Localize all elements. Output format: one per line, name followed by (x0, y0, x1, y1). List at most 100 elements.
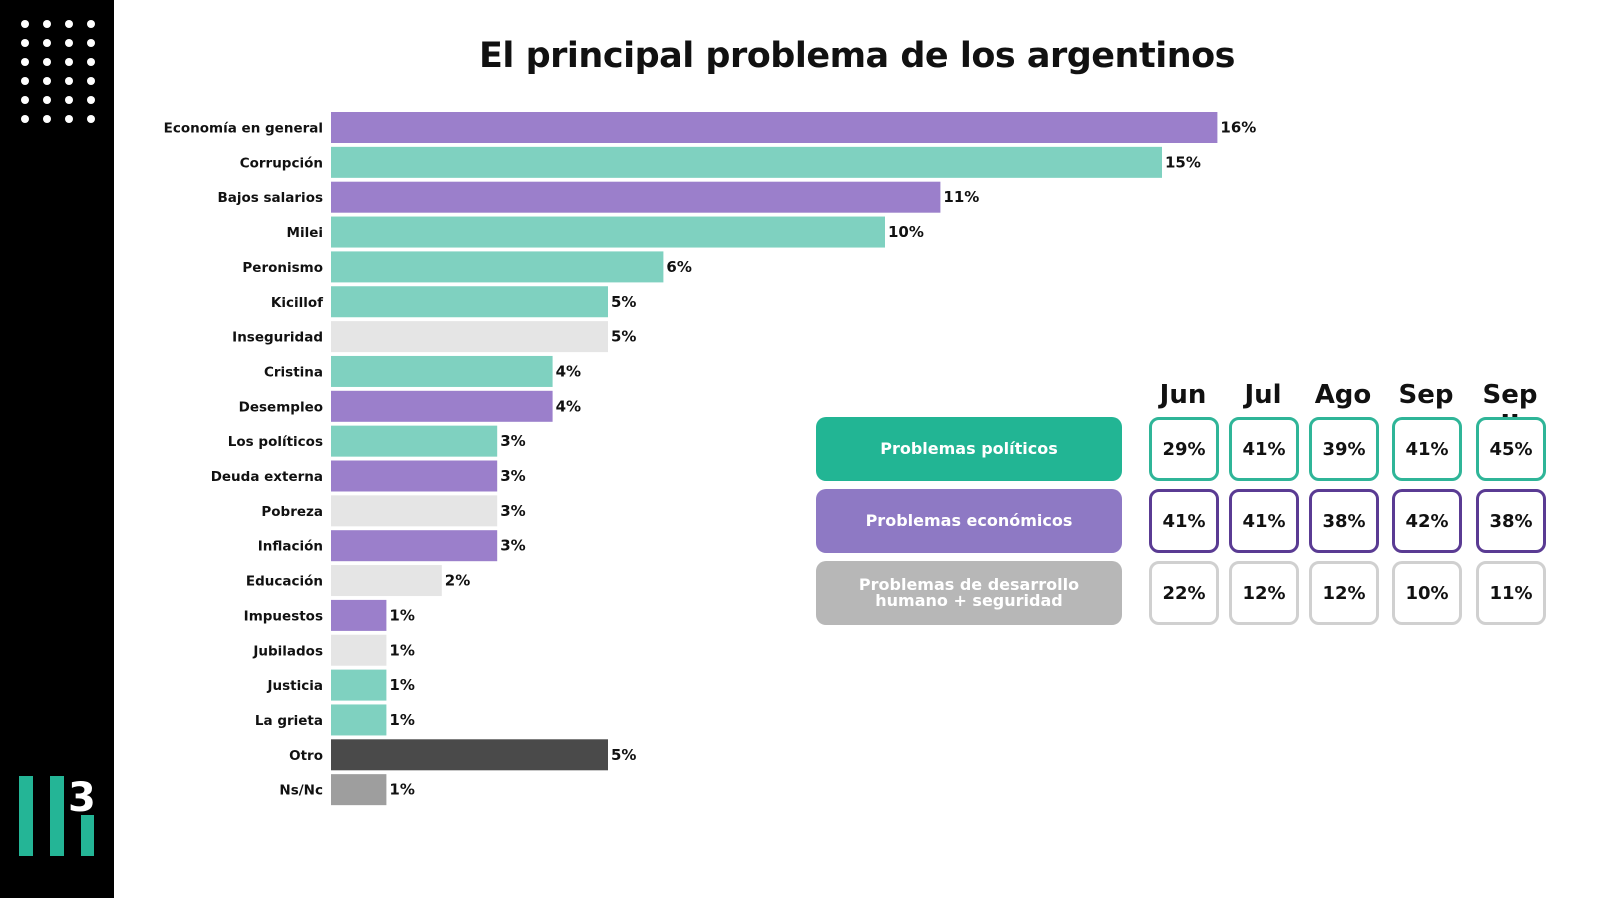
dot (21, 96, 29, 104)
data-label: 3% (500, 502, 525, 520)
table-cell: 41% (1229, 417, 1299, 481)
table-cell: 11% (1476, 561, 1546, 625)
category-label: Jubilados (252, 643, 323, 659)
data-label: 3% (500, 537, 525, 555)
category-label: Deuda externa (211, 469, 323, 485)
month-header: Ago (1314, 380, 1372, 410)
category-label: La grieta (255, 713, 323, 729)
bar (331, 112, 1218, 143)
table-cell: 39% (1309, 417, 1379, 481)
bar (331, 739, 608, 771)
dot (65, 20, 73, 28)
month-header: Jun (1159, 380, 1207, 410)
category-label: Economía en general (164, 121, 323, 137)
bar (331, 286, 608, 318)
row-label: Problemas económicos (816, 489, 1122, 553)
dot (21, 58, 29, 66)
data-label: 5% (611, 328, 636, 346)
dot (43, 39, 51, 47)
category-label: Bajos salarios (217, 190, 323, 206)
data-label: 16% (1220, 119, 1256, 137)
data-label: 3% (500, 467, 525, 485)
dot (65, 115, 73, 123)
bar (331, 599, 387, 631)
chart-title: El principal problema de los argentinos (479, 36, 1236, 76)
table-cell: 22% (1149, 561, 1219, 625)
data-label: 1% (389, 676, 414, 694)
table-cell: 29% (1149, 417, 1219, 481)
bar (331, 565, 442, 597)
dot (21, 39, 29, 47)
bar (331, 251, 664, 283)
dot (43, 77, 51, 85)
bar (331, 146, 1162, 178)
category-label: Inflación (258, 539, 323, 555)
dot (65, 77, 73, 85)
row-label: Problemas políticos (816, 417, 1122, 481)
category-label: Milei (287, 225, 323, 241)
dot (21, 77, 29, 85)
category-label: Pobreza (261, 504, 323, 520)
category-label: Cristina (264, 364, 323, 380)
category-label: Inseguridad (232, 330, 323, 346)
dot (21, 115, 29, 123)
table-cell: 38% (1309, 489, 1379, 553)
category-label: Corrupción (240, 155, 323, 171)
dot (87, 115, 95, 123)
bar (331, 530, 498, 562)
row-label: Problemas de desarrollo humano + segurid… (816, 561, 1122, 625)
dot (65, 58, 73, 66)
bar (331, 321, 608, 353)
category-label: Ns/Nc (279, 783, 323, 799)
bar (331, 425, 498, 457)
data-label: 10% (888, 223, 924, 241)
category-label: Kicillof (271, 295, 323, 311)
logo-text: 3 (68, 775, 96, 821)
data-label: 1% (389, 781, 414, 799)
dot (43, 58, 51, 66)
table-cell: 12% (1309, 561, 1379, 625)
dot (65, 96, 73, 104)
logo-bar (50, 776, 64, 856)
bar (331, 495, 498, 527)
category-label: Desempleo (239, 399, 323, 415)
bar (331, 669, 387, 701)
logo-bar (81, 815, 94, 856)
month-header: Sep (1398, 380, 1454, 410)
dot (87, 77, 95, 85)
dot (87, 96, 95, 104)
data-label: 3% (500, 432, 525, 450)
dot (87, 20, 95, 28)
dot (43, 115, 51, 123)
dot (65, 39, 73, 47)
dot (87, 39, 95, 47)
dot (87, 58, 95, 66)
table-cell: 41% (1229, 489, 1299, 553)
month-header: Jul (1244, 380, 1282, 410)
table-cell: 41% (1392, 417, 1462, 481)
bar (331, 634, 387, 666)
category-label: Los políticos (228, 434, 323, 450)
bar (331, 390, 553, 422)
table-cell: 45% (1476, 417, 1546, 481)
data-label: 15% (1165, 153, 1201, 171)
sidebar: 3 (0, 0, 114, 898)
data-label: 5% (611, 293, 636, 311)
category-label: Educación (246, 574, 323, 590)
data-label: 1% (389, 606, 414, 624)
bar (331, 774, 387, 806)
data-label: 6% (666, 258, 691, 276)
bar (331, 704, 387, 736)
table-cell: 42% (1392, 489, 1462, 553)
bar (331, 181, 941, 213)
table-cell: 12% (1229, 561, 1299, 625)
bar (331, 216, 885, 248)
data-label: 1% (389, 711, 414, 729)
category-label: Justicia (267, 678, 324, 694)
table-cell: 38% (1476, 489, 1546, 553)
category-label: Impuestos (244, 608, 323, 624)
category-label: Peronismo (242, 260, 323, 276)
data-label: 4% (556, 362, 581, 380)
data-label: 11% (943, 188, 979, 206)
